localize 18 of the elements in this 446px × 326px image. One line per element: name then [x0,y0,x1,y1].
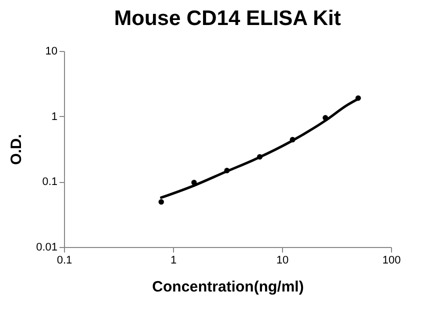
point [191,180,197,186]
x-axis-title: Concentration(ng/ml) [152,278,304,296]
y-tick-label: 0.1 [42,176,58,188]
point [257,154,262,160]
point [355,95,361,101]
point [290,136,296,142]
x-tick-label: 10 [276,254,289,266]
y-tick-label: 10 [45,46,58,58]
x-tick-label: 0.1 [56,254,72,266]
chart-title: Mouse CD14 ELISA Kit [114,7,341,30]
point [224,168,230,174]
y-axis-title: O.D. [8,134,26,165]
y-tick-label: 0.01 [36,242,58,254]
y-tick-label: 1 [51,110,58,123]
point [322,115,328,121]
x-tick-label: 1 [170,254,177,266]
point [158,199,164,205]
x-tick-label: 100 [382,254,401,266]
